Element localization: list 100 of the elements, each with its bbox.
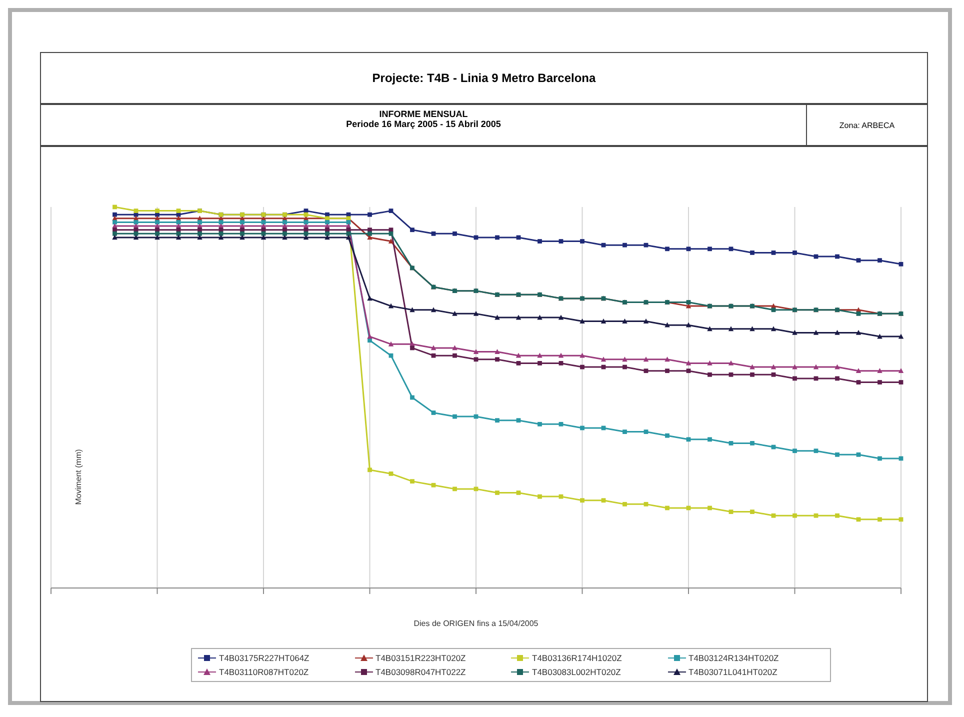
- point: [665, 246, 670, 252]
- point: [260, 234, 266, 240]
- point: [622, 502, 627, 506]
- chart-subtitle: INFORME MENSUAL Periode 16 Març 2005 - 15 Abril 2005: [345, 109, 502, 129]
- point: [622, 364, 627, 370]
- point: [771, 308, 776, 312]
- point: [898, 380, 904, 384]
- point: [878, 258, 882, 263]
- point: [537, 314, 542, 320]
- point: [686, 360, 692, 366]
- point: [304, 212, 308, 217]
- point: [516, 418, 521, 423]
- point: [388, 353, 394, 358]
- point: [155, 220, 160, 224]
- point: [750, 510, 754, 514]
- point: [856, 452, 861, 457]
- point: [814, 448, 818, 454]
- point: [494, 348, 500, 354]
- point: [325, 220, 330, 224]
- point: [537, 352, 542, 358]
- point: [898, 334, 904, 339]
- point: [282, 231, 287, 236]
- point: [431, 231, 436, 236]
- point: [452, 345, 458, 350]
- point: [644, 502, 648, 506]
- point: [792, 376, 797, 381]
- point: [303, 234, 309, 240]
- point: [622, 356, 628, 362]
- point: [643, 318, 649, 324]
- point: [600, 356, 606, 362]
- point: [474, 486, 478, 492]
- point: [452, 353, 457, 358]
- point: [176, 208, 181, 214]
- point: [538, 239, 542, 244]
- point: [770, 364, 776, 370]
- y-axis-title: Moviment (mm): [74, 448, 83, 505]
- point: [431, 353, 436, 358]
- point: [558, 352, 564, 358]
- point: [622, 430, 627, 434]
- point: [580, 426, 584, 430]
- point: [835, 376, 840, 381]
- point: [198, 231, 202, 236]
- point: [388, 238, 394, 244]
- point: [495, 235, 500, 240]
- point: [368, 338, 372, 343]
- point: [898, 262, 904, 266]
- point: [473, 310, 479, 316]
- point: [728, 510, 734, 514]
- point: [750, 441, 754, 446]
- point: [580, 352, 585, 358]
- point: [516, 314, 522, 320]
- point: [898, 517, 904, 522]
- point: [834, 364, 840, 370]
- point: [430, 345, 436, 350]
- point: [728, 441, 734, 446]
- point: [368, 228, 372, 232]
- point: [473, 348, 479, 354]
- point: [644, 242, 648, 248]
- point: [813, 330, 819, 335]
- point: [368, 212, 372, 217]
- point: [750, 250, 754, 255]
- point: [771, 513, 776, 518]
- point: [814, 513, 818, 518]
- point: [771, 250, 776, 255]
- point: [856, 368, 862, 374]
- point: [643, 356, 649, 362]
- point: [665, 368, 670, 374]
- point: [452, 310, 458, 316]
- point: [431, 410, 436, 415]
- point: [708, 506, 712, 510]
- point: [580, 239, 584, 244]
- point: [112, 212, 117, 217]
- point: [410, 228, 414, 232]
- point: [708, 246, 712, 252]
- point: [601, 242, 606, 248]
- legend-label: T4B03136R174H1020Z: [532, 652, 622, 665]
- point: [388, 303, 394, 308]
- point: [240, 234, 245, 240]
- point: [558, 494, 564, 499]
- point: [707, 326, 712, 332]
- point: [665, 506, 670, 510]
- point: [368, 231, 372, 236]
- point: [538, 494, 542, 499]
- point: [728, 246, 734, 252]
- point: [708, 437, 712, 442]
- point: [198, 228, 202, 232]
- point: [856, 380, 861, 384]
- point: [708, 372, 712, 377]
- point: [516, 361, 521, 366]
- point: [877, 334, 882, 339]
- point: [240, 220, 244, 224]
- legend-label: T4B03124R134HT020Z: [688, 652, 779, 665]
- legend-label: T4B03098R047HT022Z: [376, 666, 466, 679]
- point: [431, 482, 436, 488]
- point: [516, 352, 522, 358]
- point: [218, 234, 224, 240]
- point: [367, 334, 372, 339]
- point: [430, 307, 436, 312]
- point: [388, 472, 394, 476]
- point: [792, 250, 797, 255]
